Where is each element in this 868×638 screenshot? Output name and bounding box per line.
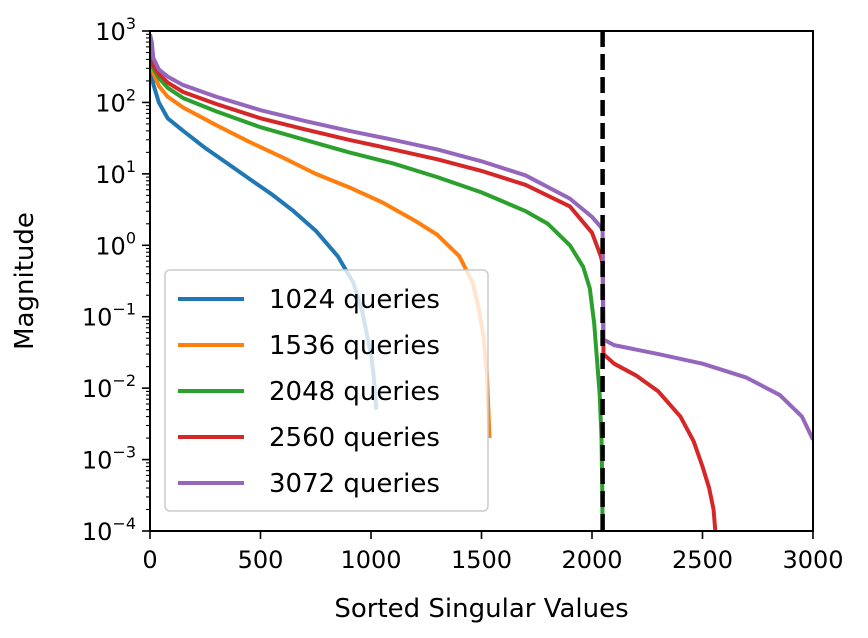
y-tick-label: 10−4: [82, 514, 136, 546]
x-axis-label: Sorted Singular Values: [334, 594, 628, 624]
legend-label: 3072 queries: [269, 469, 440, 499]
y-tick-label: 10−1: [82, 300, 136, 332]
y-tick-label: 100: [95, 228, 136, 260]
x-tick-label: 2000: [561, 546, 622, 574]
x-axis: 0 500 1000 1500 2000 2500 3000: [142, 531, 844, 574]
x-tick-label: 3000: [782, 546, 843, 574]
legend-label: 1536 queries: [269, 331, 440, 361]
legend-label: 2560 queries: [269, 423, 440, 453]
series-line-3: [150, 55, 605, 531]
y-axis: 103 102 101 100 10−1 10−2 10−3 10−4: [82, 14, 150, 546]
x-tick-label: 1000: [340, 546, 401, 574]
y-tick-label: 103: [95, 14, 136, 46]
legend-box: [164, 269, 489, 512]
legend: 1024 queries 1536 queries 2048 queries 2560…: [164, 269, 489, 512]
y-tick-label: 10−3: [82, 443, 136, 475]
legend-label: 1024 queries: [269, 285, 440, 315]
x-tick-label: 2500: [672, 546, 733, 574]
series-line-5: [150, 33, 813, 441]
x-tick-label: 500: [238, 546, 284, 574]
x-tick-label: 0: [142, 546, 157, 574]
y-tick-label: 102: [95, 85, 136, 117]
y-tick-label: 101: [95, 157, 136, 189]
x-tick-label: 1500: [451, 546, 512, 574]
series-line-4: [150, 53, 718, 531]
y-axis-label: Magnitude: [10, 212, 40, 350]
y-tick-label: 10−2: [82, 371, 136, 403]
legend-label: 2048 queries: [269, 377, 440, 407]
